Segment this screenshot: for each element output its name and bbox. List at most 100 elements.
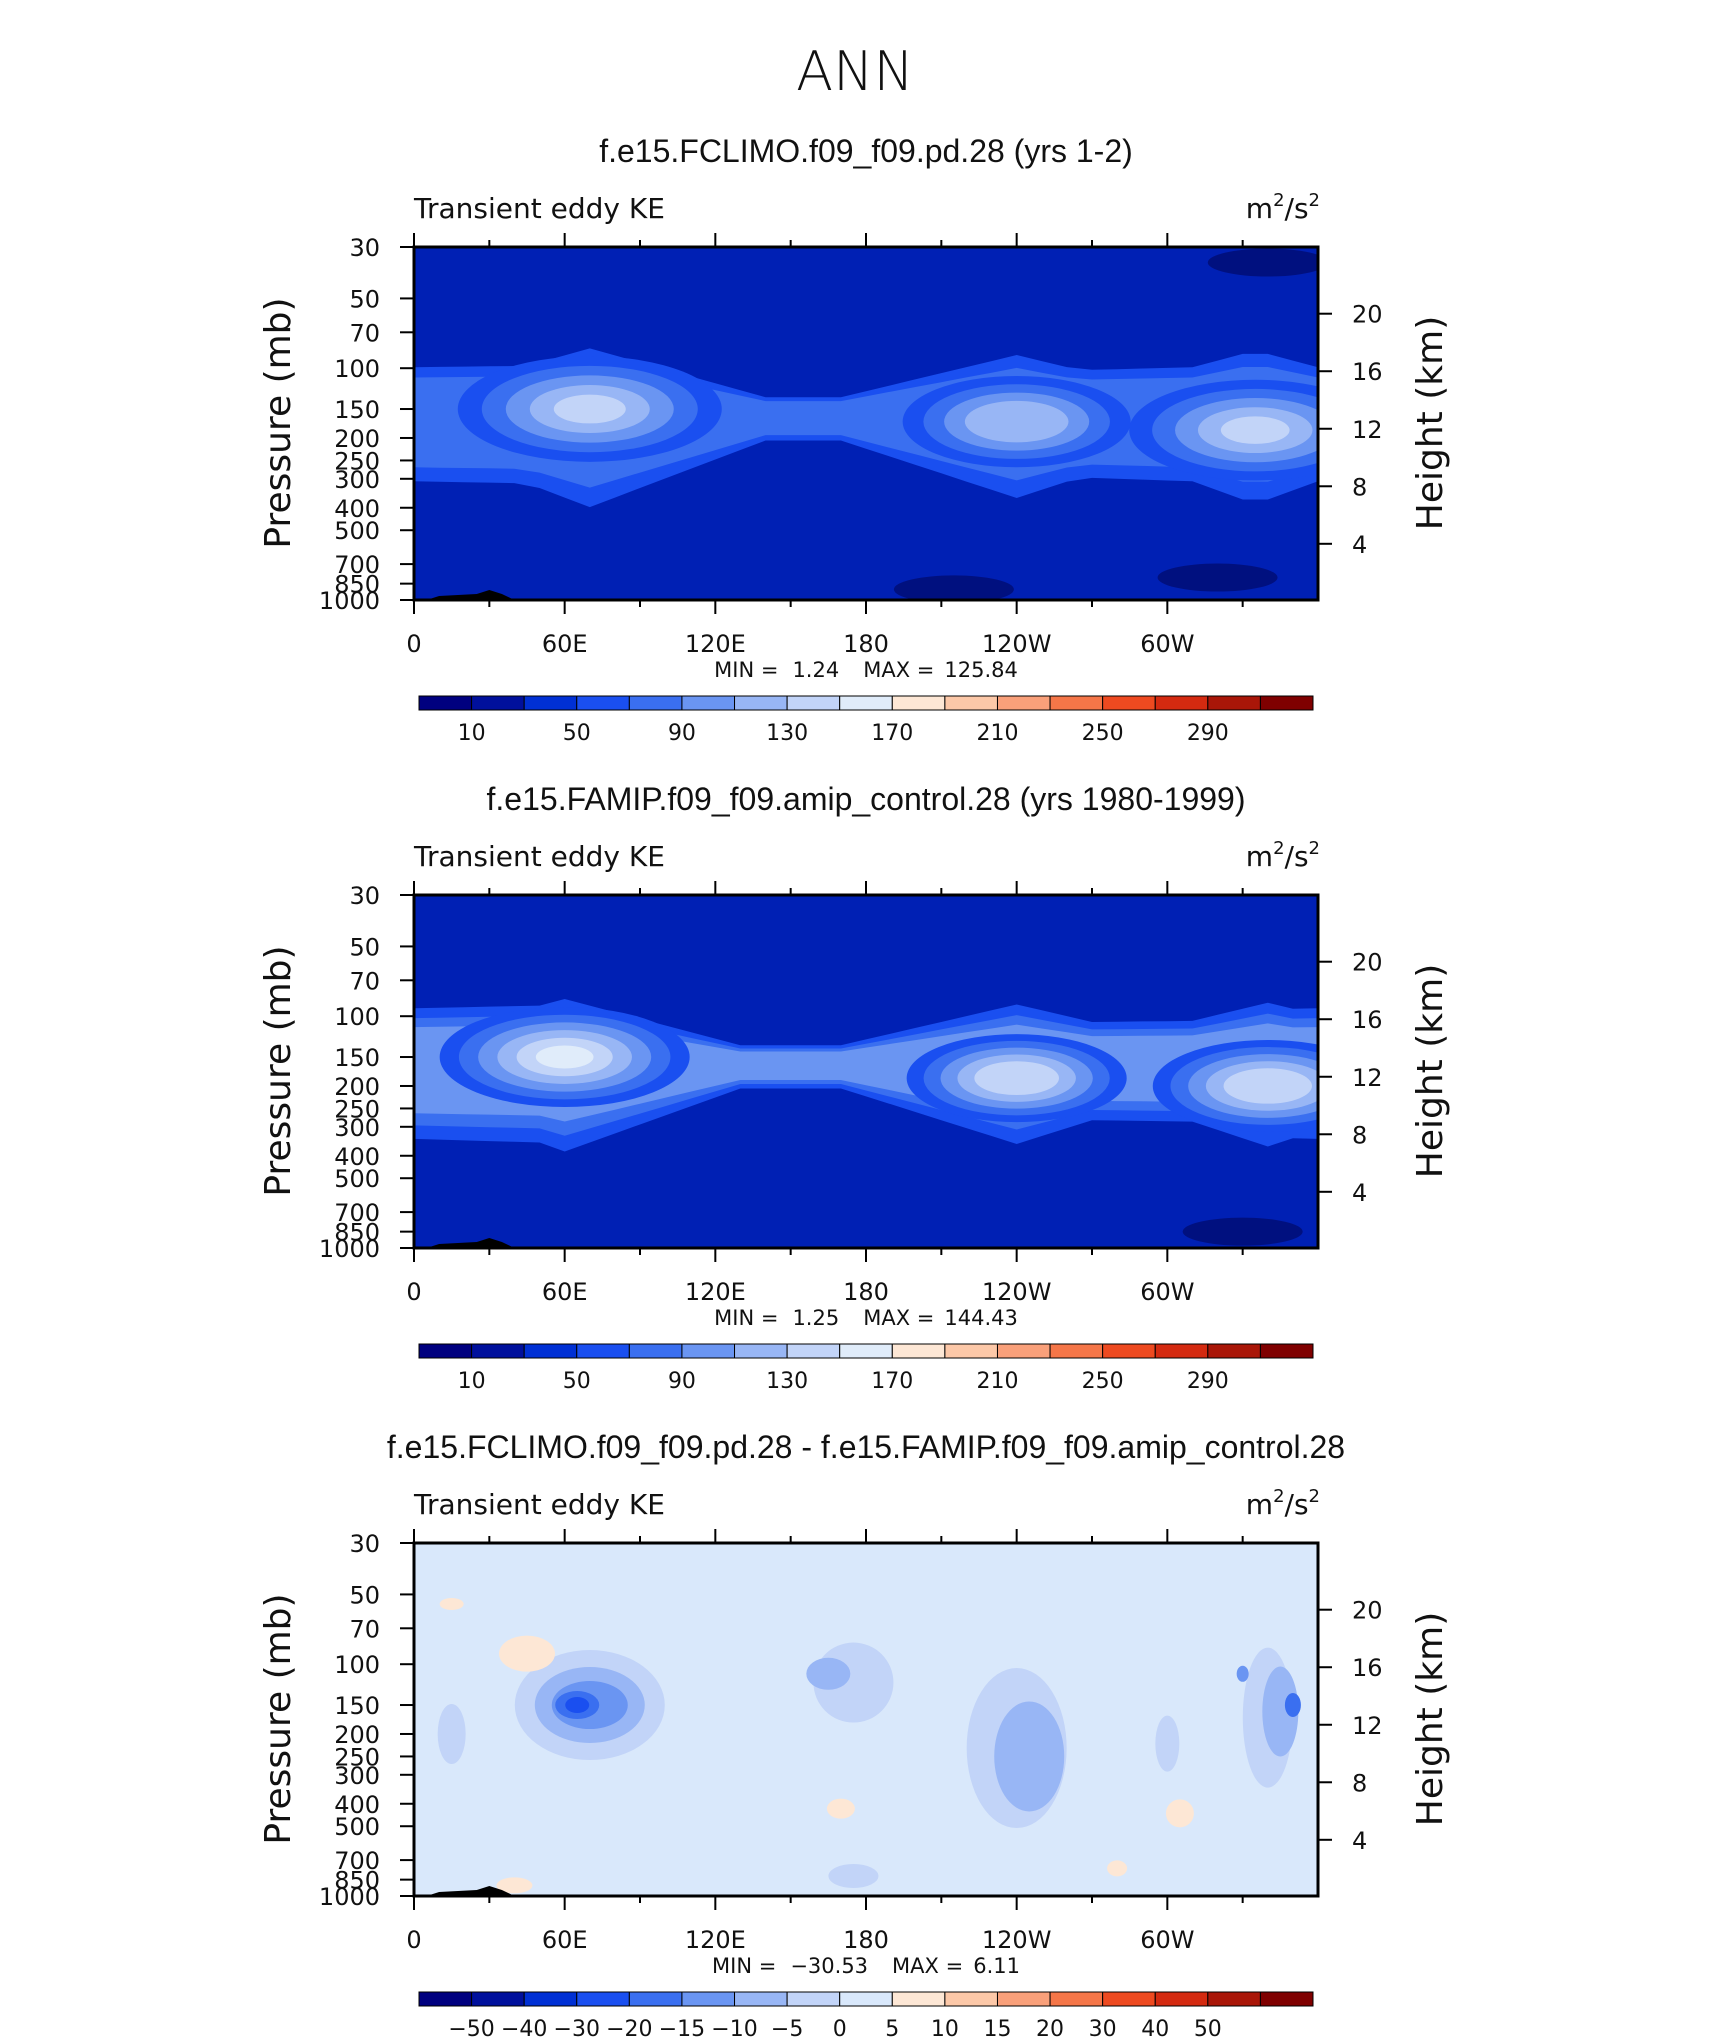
y-tick-label: 50 — [349, 285, 380, 313]
colorbar-label: 90 — [668, 721, 696, 746]
y-tick-label: 100 — [334, 1003, 380, 1031]
positive-diff-contour — [826, 1798, 855, 1819]
y-tick-label: 50 — [349, 1581, 380, 1609]
jet-core-contour — [974, 1061, 1059, 1096]
x-tick-label: 0 — [406, 1278, 421, 1306]
positive-diff-contour — [1107, 1860, 1128, 1877]
colorbar-label: −15 — [659, 2017, 705, 2038]
colorbar-box — [1207, 695, 1261, 711]
colorbar-box — [523, 1343, 578, 1359]
panel-title: f.e15.FAMIP.f09_f09.amip_control.28 (yrs… — [487, 781, 1246, 817]
positive-diff-contour — [496, 1877, 533, 1894]
colorbar-box — [523, 695, 578, 711]
y-tick-label: 70 — [349, 1615, 380, 1643]
x-tick-label: 120W — [982, 1926, 1052, 1954]
colorbar-label: 50 — [563, 1369, 591, 1394]
negative-diff-contour — [1236, 1665, 1249, 1682]
contour-field — [414, 247, 1318, 600]
negative-diff-contour — [437, 1703, 466, 1764]
colorbar-label: 290 — [1187, 721, 1229, 746]
negative-diff-contour — [806, 1657, 851, 1690]
colorbar-label: 170 — [871, 1369, 913, 1394]
colorbar-label: 290 — [1187, 1369, 1229, 1394]
colorbar-box — [523, 1991, 578, 2007]
y-tick-label: 250 — [334, 1095, 380, 1123]
colorbar-box — [786, 1343, 841, 1359]
colorbar: 10 50 90 130 170 210 250 290 — [418, 695, 1314, 746]
y-tick-label: 200 — [334, 425, 380, 453]
colorbar-box — [418, 1343, 473, 1359]
y-tick-label: 300 — [334, 1114, 380, 1142]
topography — [426, 1238, 515, 1248]
y2-tick-label: 8 — [1352, 473, 1367, 501]
y-tick-label: 500 — [334, 517, 380, 545]
y-tick-label: 700 — [334, 1199, 380, 1227]
colorbar-box — [628, 695, 683, 711]
colorbar-label: −30 — [554, 2017, 600, 2038]
colorbar-label: 130 — [766, 1369, 808, 1394]
colorbar-label: 0 — [833, 2017, 847, 2038]
x-tick-label: 60E — [542, 1278, 588, 1306]
negative-diff-contour — [1262, 1666, 1299, 1757]
colorbar-label: 170 — [871, 721, 913, 746]
low-ke-patch — [1157, 563, 1278, 592]
colorbar-box — [471, 1991, 525, 2007]
colorbar-box — [839, 1343, 893, 1359]
colorbar-box — [786, 695, 841, 711]
axes: 0 60E 120E 180 120W 60W3050701001502002503004… — [319, 1529, 1383, 1954]
x-tick-label: 0 — [406, 1926, 421, 1954]
colorbar-label: 40 — [1141, 2017, 1169, 2038]
colorbar-box — [1049, 1343, 1104, 1359]
y-tick-label: 700 — [334, 1847, 380, 1875]
y-axis-label: Pressure (mb) — [258, 297, 299, 548]
colorbar-label: 20 — [1036, 2017, 1064, 2038]
stats-label: MIN = −30.53 MAX = 6.11 — [712, 1954, 1020, 1978]
panel-title: f.e15.FCLIMO.f09_f09.pd.28 (yrs 1-2) — [599, 133, 1133, 169]
colorbar-label: −20 — [606, 2017, 652, 2038]
x-tick-label: 60W — [1140, 1926, 1194, 1954]
y-axis-label: Pressure (mb) — [258, 1593, 299, 1844]
y-tick-label: 850 — [334, 571, 380, 599]
colorbar-box — [1049, 695, 1104, 711]
colorbar-box — [628, 1343, 683, 1359]
axes: 0 60E 120E 180 120W 60W3050701001502002503004… — [319, 233, 1383, 658]
colorbar-box — [1207, 1991, 1261, 2007]
colorbar-label: −10 — [711, 2017, 757, 2038]
colorbar-box — [681, 1991, 736, 2007]
x-tick-label: 120E — [685, 1926, 746, 1954]
y-tick-label: 400 — [334, 1791, 380, 1819]
y-tick-label: 1000 — [319, 1883, 380, 1911]
colorbar-label: 210 — [976, 1369, 1018, 1394]
x-tick-label: 60E — [542, 1926, 588, 1954]
y-tick-label: 150 — [334, 1692, 380, 1720]
y2-axis-label: Height (km) — [1410, 964, 1451, 1178]
colorbar-label: −5 — [771, 2017, 803, 2038]
y-axis-label: Pressure (mb) — [258, 945, 299, 1196]
colorbar-box — [471, 695, 525, 711]
colorbar-box — [996, 1991, 1051, 2007]
colorbar-box — [734, 1991, 788, 2007]
y2-axis-label: Height (km) — [1410, 1612, 1451, 1826]
panel-control-amip: f.e15.FAMIP.f09_f09.amip_control.28 (yrs… — [258, 781, 1451, 1394]
colorbar-box — [944, 1991, 998, 2007]
y2-tick-label: 16 — [1352, 1654, 1383, 1682]
positive-diff-contour — [1165, 1799, 1194, 1828]
colorbar-box — [891, 1343, 946, 1359]
colorbar-label: 250 — [1082, 721, 1124, 746]
panel-difference: f.e15.FCLIMO.f09_f09.pd.28 - f.e15.FAMIP… — [258, 1429, 1451, 2038]
colorbar-box — [1154, 695, 1209, 711]
y2-tick-label: 4 — [1352, 1827, 1367, 1855]
colorbar-box — [576, 1343, 630, 1359]
colorbar-label: 30 — [1089, 2017, 1117, 2038]
negative-diff-contour — [994, 1701, 1065, 1812]
y2-tick-label: 20 — [1352, 1597, 1383, 1625]
variable-label: Transient eddy KE — [413, 1488, 665, 1521]
x-tick-label: 120W — [982, 630, 1052, 658]
y-tick-label: 30 — [349, 234, 380, 262]
y-tick-label: 400 — [334, 495, 380, 523]
colorbar-box — [734, 1343, 788, 1359]
colorbar-box — [944, 1343, 998, 1359]
x-tick-label: 60E — [542, 630, 588, 658]
colorbar-label: 50 — [1194, 2017, 1222, 2038]
